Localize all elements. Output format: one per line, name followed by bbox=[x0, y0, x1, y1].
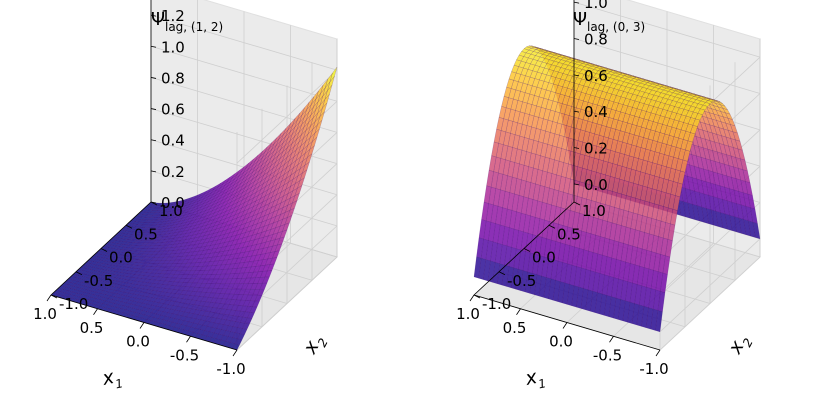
z-tick bbox=[573, 110, 580, 113]
x-tick bbox=[655, 349, 661, 357]
x-tick-label: 0.5 bbox=[80, 319, 104, 337]
z-tick bbox=[573, 147, 580, 149]
x-tick bbox=[93, 308, 98, 315]
z-tick-label: 0.4 bbox=[584, 103, 608, 121]
x-tick bbox=[562, 322, 568, 329]
x-tick-label: 1.0 bbox=[456, 305, 480, 323]
z-tick bbox=[150, 77, 157, 79]
y-tick bbox=[50, 294, 58, 299]
z-tick bbox=[150, 139, 157, 142]
plot-title: Ψlag, (0, 3) bbox=[573, 9, 645, 34]
x-tick-label: 0.0 bbox=[126, 333, 150, 351]
grid-line bbox=[659, 238, 761, 333]
grid-line bbox=[236, 69, 338, 164]
x-tick bbox=[516, 308, 521, 315]
y-tick bbox=[498, 271, 506, 276]
x-tick-label: -0.5 bbox=[593, 346, 622, 364]
x-tick-label: 0.5 bbox=[503, 319, 527, 337]
z-tick-label: 0.2 bbox=[161, 163, 185, 181]
surface bbox=[473, 45, 761, 332]
grid-line bbox=[573, 38, 761, 94]
y-tick-label: 0.0 bbox=[532, 249, 556, 267]
y-tick-label: 1.0 bbox=[159, 202, 183, 220]
y-tick-label: 1.0 bbox=[582, 202, 606, 220]
z-tick-label: 0.6 bbox=[161, 101, 185, 119]
y-tick bbox=[75, 271, 83, 276]
z-tick bbox=[150, 14, 157, 17]
x-axis-label: x1 bbox=[99, 364, 124, 394]
z-tick-label: 1.0 bbox=[161, 38, 185, 56]
x-tick-label: 0.0 bbox=[549, 333, 573, 351]
z-tick bbox=[150, 201, 157, 204]
x-tick bbox=[469, 294, 475, 302]
z-tick-label: 0.4 bbox=[161, 132, 185, 150]
z-tick-label: 0.0 bbox=[161, 194, 185, 212]
ticks: -1.0-0.50.00.51.0-1.0-0.50.00.51.00.00.2… bbox=[456, 0, 669, 378]
grid-line bbox=[236, 256, 338, 351]
x-tick-label: -1.0 bbox=[216, 360, 245, 378]
z-tick bbox=[150, 170, 157, 173]
x-tick bbox=[46, 294, 52, 302]
y-tick-label: 0.5 bbox=[134, 225, 158, 243]
x-tick bbox=[186, 336, 191, 343]
z-tick-label: 0.6 bbox=[584, 67, 608, 85]
y-tick bbox=[523, 248, 531, 252]
y-tick-label: 0.0 bbox=[109, 249, 133, 267]
surface-patch bbox=[473, 256, 482, 279]
z-tick bbox=[573, 38, 580, 40]
grid-line bbox=[150, 14, 338, 71]
x-tick bbox=[609, 336, 614, 343]
surface-plot-2: -1.0-0.50.00.51.0-1.0-0.50.00.51.00.00.2… bbox=[456, 0, 761, 394]
y-tick bbox=[125, 224, 133, 229]
y-tick-label: -1.0 bbox=[482, 295, 511, 313]
z-tick-label: 1.0 bbox=[584, 0, 608, 12]
y-axis-label: x2 bbox=[724, 330, 756, 360]
x-tick-label: -0.5 bbox=[170, 346, 199, 364]
z-tick-label: 1.2 bbox=[161, 7, 185, 25]
y-axis-label: x2 bbox=[299, 330, 331, 360]
x-tick-label: 1.0 bbox=[33, 305, 57, 323]
y-tick bbox=[548, 224, 556, 229]
y-tick-label: -0.5 bbox=[84, 272, 113, 290]
x-tick bbox=[232, 349, 238, 357]
y-tick bbox=[473, 294, 481, 299]
x-axis-label: x1 bbox=[522, 364, 547, 394]
y-tick bbox=[100, 248, 108, 252]
z-tick-label: 0.0 bbox=[584, 176, 608, 194]
y-tick bbox=[573, 201, 581, 206]
z-tick bbox=[573, 183, 580, 186]
z-tick-label: 0.2 bbox=[584, 140, 608, 158]
y-tick-label: -0.5 bbox=[507, 272, 536, 290]
grid-line bbox=[150, 45, 338, 102]
z-tick-label: 0.8 bbox=[584, 31, 608, 49]
grid-line bbox=[573, 1, 761, 58]
y-tick-label: 0.5 bbox=[557, 225, 581, 243]
z-tick bbox=[150, 108, 157, 110]
plot-title: Ψlag, (1, 2) bbox=[151, 9, 223, 34]
x-tick bbox=[139, 322, 145, 329]
x-tick-label: -1.0 bbox=[639, 360, 668, 378]
z-tick bbox=[150, 45, 157, 48]
surface-plot-1: -1.0-0.50.00.51.0-1.0-0.50.00.51.00.00.2… bbox=[33, 0, 338, 394]
ticks: -1.0-0.50.00.51.0-1.0-0.50.00.51.00.00.2… bbox=[33, 0, 246, 378]
z-tick-label: 0.8 bbox=[161, 69, 185, 87]
z-tick bbox=[573, 74, 580, 77]
z-tick bbox=[573, 1, 580, 4]
y-tick-label: -1.0 bbox=[59, 295, 88, 313]
